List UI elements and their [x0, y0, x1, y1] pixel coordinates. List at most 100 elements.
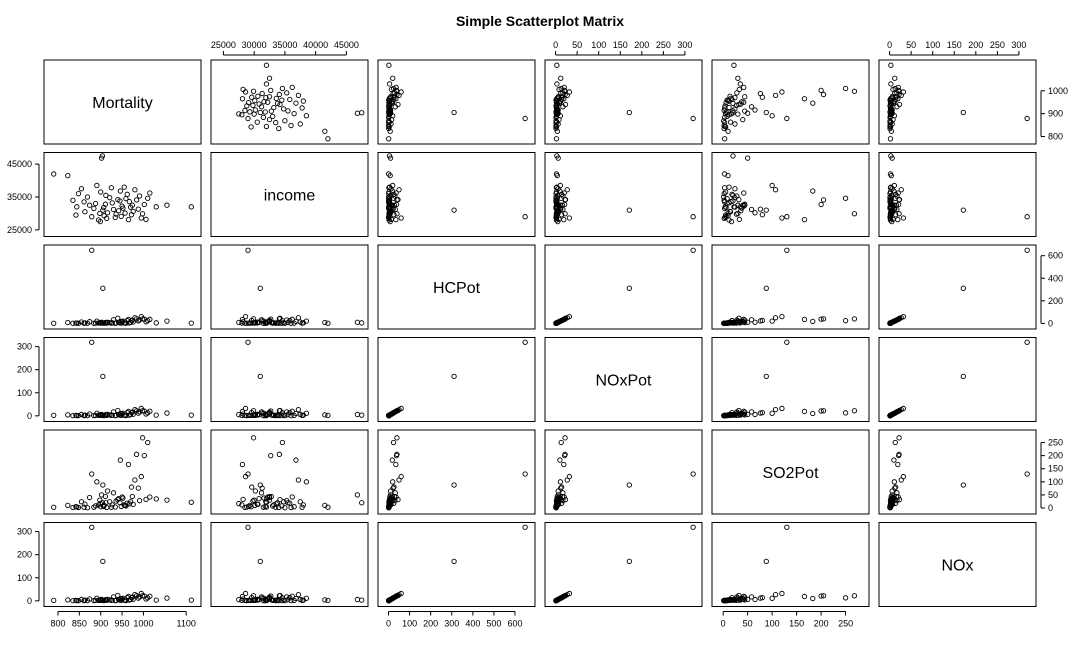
bottom-tick-label-mortality: 950: [115, 619, 130, 629]
point-hcpot-mortality: [113, 320, 119, 326]
point-nox-so2pot: [757, 595, 764, 601]
point-nox-income: [242, 590, 249, 597]
point-noxpot-income: [236, 412, 242, 418]
point-hcpot-mortality: [147, 316, 153, 322]
point-so2pot-income: [303, 479, 310, 485]
point-noxpot-mortality: [100, 373, 106, 380]
point-mortality-income: [287, 96, 293, 103]
point-so2pot-mortality: [130, 501, 136, 508]
point-so2pot-income: [249, 484, 255, 490]
left-tick-label-noxpot: 200: [17, 365, 32, 375]
diag-label-hcpot: HCPot: [433, 280, 481, 297]
point-so2pot-noxpot: [555, 488, 561, 494]
point-so2pot-income: [300, 502, 306, 508]
panel-so2pot-vs-so2pot: [711, 429, 870, 515]
point-so2pot-mortality: [82, 501, 88, 507]
point-hcpot-so2pot: [763, 285, 769, 291]
point-nox-mortality: [89, 524, 95, 530]
point-income-so2pot: [752, 210, 758, 216]
panel-income-vs-hcpot: [377, 152, 536, 237]
point-hcpot-noxpot: [554, 320, 560, 326]
point-nox-income: [359, 597, 365, 603]
top-tick-label-nox: 300: [1011, 40, 1026, 50]
point-income-hcpot: [393, 217, 399, 223]
point-income-mortality: [122, 210, 128, 216]
point-income-mortality: [81, 199, 87, 205]
point-mortality-so2pot: [810, 100, 816, 106]
point-income-nox: [960, 207, 966, 213]
point-mortality-so2pot: [739, 99, 745, 105]
point-income-mortality: [86, 202, 93, 208]
point-mortality-hcpot: [393, 84, 399, 91]
point-noxpot-nox: [892, 410, 898, 416]
point-mortality-income: [240, 86, 246, 93]
point-income-nox: [900, 215, 907, 221]
point-nox-so2pot: [731, 597, 737, 603]
point-mortality-income: [259, 90, 265, 97]
point-hcpot-so2pot: [742, 317, 748, 323]
point-nox-mortality: [51, 597, 57, 604]
point-income-mortality: [141, 201, 147, 208]
point-so2pot-income: [240, 496, 246, 503]
point-hcpot-so2pot: [779, 313, 785, 320]
point-mortality-so2pot: [752, 107, 758, 113]
right-tick-label-hcpot: 400: [1048, 273, 1063, 283]
point-mortality-so2pot: [732, 95, 738, 101]
left-tick-label-noxpot: 0: [27, 411, 32, 421]
point-income-mortality: [74, 204, 80, 210]
point-income-so2pot: [732, 186, 738, 192]
panel-hcpot-vs-income: [210, 244, 369, 330]
point-income-mortality: [100, 207, 106, 213]
point-so2pot-mortality: [86, 494, 93, 501]
point-so2pot-income: [287, 500, 293, 506]
point-so2pot-mortality: [147, 494, 153, 500]
point-income-mortality: [117, 198, 123, 204]
point-so2pot-income: [236, 500, 242, 507]
point-income-so2pot: [769, 182, 775, 189]
point-hcpot-so2pot: [731, 320, 737, 326]
right-tick-label-so2pot: 0: [1048, 503, 1053, 513]
point-mortality-noxpot: [554, 81, 560, 87]
point-mortality-nox: [900, 89, 907, 95]
point-nox-so2pot: [772, 591, 779, 598]
point-so2pot-income: [259, 485, 265, 491]
point-hcpot-mortality: [74, 320, 80, 326]
point-income-mortality: [135, 206, 141, 212]
point-so2pot-mortality: [128, 484, 135, 490]
point-so2pot-mortality: [139, 435, 146, 441]
point-so2pot-hcpot: [386, 499, 392, 505]
point-mortality-income: [236, 111, 242, 117]
point-so2pot-noxpot: [554, 499, 560, 505]
point-so2pot-hcpot: [390, 439, 397, 446]
point-mortality-income: [242, 107, 248, 114]
point-nox-income: [325, 597, 331, 604]
point-nox-so2pot: [820, 593, 827, 599]
point-so2pot-mortality: [145, 439, 151, 446]
point-so2pot-income: [291, 504, 297, 510]
point-hcpot-income: [279, 320, 285, 326]
point-mortality-hcpot: [390, 85, 397, 92]
point-nox-hcpot: [522, 524, 528, 530]
point-hcpot-nox: [888, 320, 894, 326]
point-nox-mortality: [113, 597, 119, 604]
point-mortality-income: [299, 105, 305, 111]
point-income-noxpot: [554, 204, 560, 210]
point-hcpot-income: [242, 313, 249, 320]
point-mortality-hcpot: [398, 89, 404, 95]
point-hcpot-income: [289, 316, 295, 322]
point-income-hcpot: [386, 204, 392, 210]
point-hcpot-so2pot: [772, 315, 779, 321]
point-mortality-income: [291, 111, 297, 117]
point-hcpot-mortality: [103, 319, 109, 326]
point-hcpot-so2pot: [769, 318, 775, 324]
point-income-so2pot: [731, 204, 737, 210]
point-so2pot-noxpot: [562, 435, 568, 441]
point-mortality-income: [257, 109, 263, 116]
point-mortality-so2pot: [740, 116, 746, 123]
panel-so2pot-vs-nox: [878, 429, 1037, 515]
panel-mortality-vs-so2pot: [711, 59, 870, 145]
bottom-tick-label-so2pot: 200: [814, 619, 829, 629]
point-so2pot-nox: [896, 435, 902, 441]
bottom-tick-label-hcpot: 500: [486, 619, 501, 629]
point-mortality-nox: [888, 81, 894, 87]
